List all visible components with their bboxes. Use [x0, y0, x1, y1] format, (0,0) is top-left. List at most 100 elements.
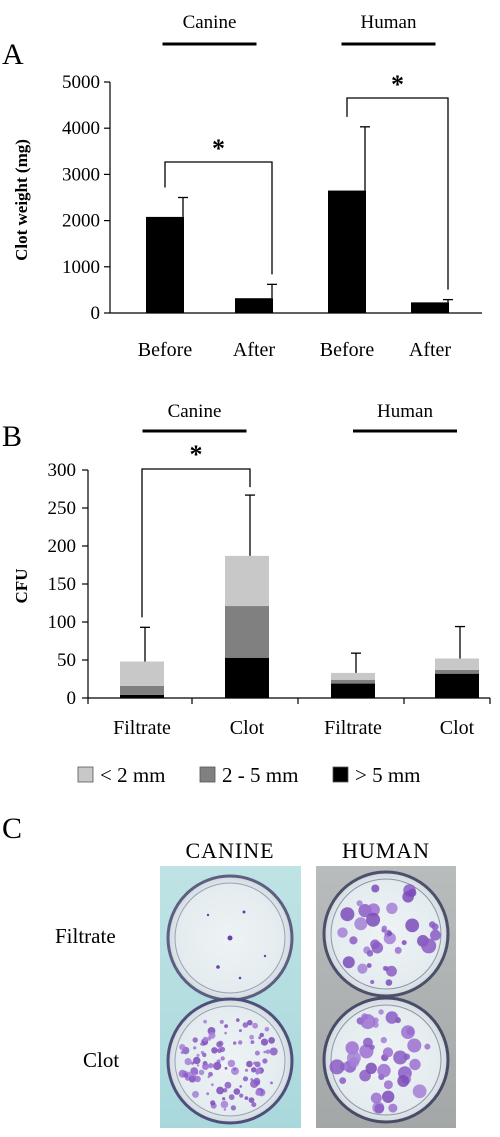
colony-spot [263, 954, 267, 958]
colony-spot [360, 1014, 376, 1030]
colony-spot [233, 1068, 237, 1071]
colony-spot [202, 1063, 209, 1070]
colony-spot [380, 1036, 387, 1044]
colony-spot [242, 910, 246, 914]
category-label-a: Before [320, 339, 375, 361]
colony-spot [342, 956, 355, 969]
row-label-filtrate: Filtrate [55, 924, 116, 948]
panel-b-chart: B Canine Human CFU 0 50 100 150 200 250 300 * F… [2, 401, 491, 787]
colony-spot [202, 1052, 207, 1058]
group-label-b: Human [377, 401, 433, 422]
stacked-bar-segment-b [120, 661, 164, 686]
colony-spot [239, 1085, 242, 1088]
colony-spot [216, 1041, 223, 1048]
colony-spot [264, 1026, 270, 1032]
y-tick-label-b: 100 [48, 612, 77, 633]
colony-spot [401, 1025, 415, 1039]
colony-spot [412, 1084, 427, 1099]
colony-spot [366, 912, 381, 927]
colony-spot [250, 1078, 254, 1082]
colony-spot [238, 1040, 243, 1045]
colony-spot [249, 1034, 255, 1040]
panel-letter-c: C [2, 812, 22, 845]
colony-spot [216, 965, 220, 969]
colony-spot [239, 1093, 244, 1098]
colony-spot [211, 1083, 214, 1087]
stacked-bar-segment-b [331, 679, 375, 684]
colony-spot [387, 931, 393, 936]
colony-spot [206, 913, 210, 917]
colony-spot [191, 1061, 195, 1065]
stacked-bar-segment-b [120, 685, 164, 695]
colony-spot [255, 1068, 261, 1073]
significance-bracket-a [164, 161, 273, 275]
bar-a [235, 298, 273, 313]
colony-spot [233, 1041, 237, 1045]
colony-spot [224, 1066, 228, 1070]
category-label-a: After [233, 339, 276, 361]
colony-spot [377, 1063, 391, 1078]
y-tick-label-b: 50 [57, 650, 76, 671]
colony-spot [374, 1103, 385, 1114]
panel-a-chart: A Canine Human Clot weight (mg) 0 1000 2000… [2, 12, 482, 361]
colony-spot [386, 902, 398, 914]
colony-spot [384, 966, 389, 972]
category-label-b: Clot [440, 717, 475, 739]
colony-spot [242, 1076, 249, 1082]
row-label-clot: Clot [83, 1048, 119, 1072]
colony-spot [192, 1056, 201, 1065]
colony-spot [394, 946, 402, 954]
colony-spot [251, 1067, 257, 1073]
colony-spot [259, 1032, 265, 1038]
colony-spot [253, 1077, 261, 1085]
colony-spot [369, 1044, 375, 1050]
colony-spot [403, 1053, 410, 1060]
colony-spot [367, 903, 380, 917]
colony-spot [370, 1092, 382, 1104]
colony-spot [233, 1088, 241, 1095]
colony-spot [220, 1100, 229, 1109]
stacked-bar-segment-b [331, 683, 375, 698]
colony-spot [388, 1103, 398, 1113]
group-label-b: Canine [168, 401, 222, 422]
colony-spot [188, 1075, 196, 1083]
colony-spot [250, 1040, 255, 1044]
colony-spot [430, 929, 441, 941]
colony-spot [354, 917, 368, 931]
colony-spot [222, 1088, 228, 1093]
colony-spot [365, 1062, 377, 1075]
legend-label-b: 2 - 5 mm [222, 763, 298, 787]
colony-spot [270, 1081, 273, 1085]
panel-letter-a: A [2, 38, 24, 71]
colony-spot [208, 1063, 214, 1069]
colony-spot [405, 918, 420, 933]
colony-spot [357, 963, 368, 974]
significance-bracket-a [346, 97, 449, 290]
colony-spot [207, 1036, 212, 1041]
colony-spot [211, 1047, 218, 1054]
significance-bracket-b [141, 468, 251, 618]
y-tick-label-b: 200 [48, 536, 77, 557]
colony-spot [228, 1094, 235, 1100]
colony-spot [227, 1059, 236, 1068]
colony-spot [337, 927, 348, 938]
colony-spot [247, 1019, 253, 1026]
colony-spot [236, 1018, 240, 1022]
canine-clot-dish [166, 997, 294, 1125]
colony-spot [224, 1024, 229, 1028]
colony-spot [253, 1061, 257, 1065]
colony-spot [339, 1077, 347, 1084]
colony-spot [202, 1036, 208, 1042]
y-tick-label-a: 3000 [62, 164, 100, 185]
colony-spot [378, 1009, 384, 1015]
stacked-bar-segment-b [120, 694, 164, 698]
category-label-a: Before [138, 339, 193, 361]
panel-letter-b: B [2, 420, 22, 453]
colony-spot [251, 1102, 257, 1108]
colony-spot [381, 925, 387, 931]
colony-spot [227, 935, 233, 941]
colony-spot [382, 1047, 394, 1058]
legend-swatch-b [77, 766, 94, 783]
y-tick-label-a: 4000 [62, 118, 100, 139]
colony-spot [183, 1072, 189, 1078]
